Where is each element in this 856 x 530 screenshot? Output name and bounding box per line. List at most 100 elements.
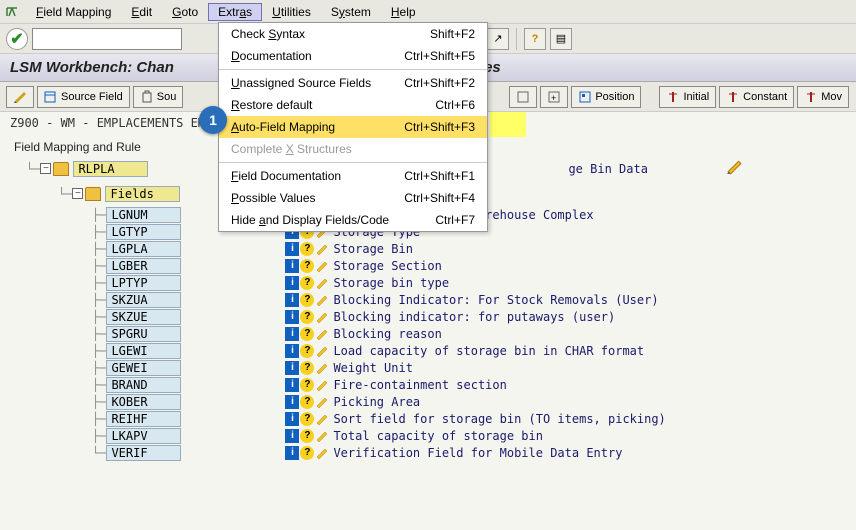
help-icon[interactable]: ? bbox=[300, 344, 314, 358]
info-icon[interactable]: i bbox=[285, 361, 299, 375]
pencil-icon[interactable] bbox=[315, 429, 329, 443]
btn-sou-trunc[interactable]: Sou bbox=[133, 86, 184, 108]
help-icon[interactable]: ? bbox=[300, 361, 314, 375]
field-name[interactable]: LGPLA bbox=[106, 241, 181, 257]
svg-text:+: + bbox=[551, 93, 556, 103]
pencil-icon[interactable] bbox=[315, 412, 329, 426]
btn-create[interactable] bbox=[509, 86, 537, 108]
help-icon[interactable]: ? bbox=[300, 395, 314, 409]
help-icon[interactable]: ? bbox=[300, 293, 314, 307]
menu-extras[interactable]: Extras bbox=[208, 3, 262, 21]
field-name[interactable]: SKZUE bbox=[106, 309, 181, 325]
dd-unassigned[interactable]: Unassigned Source FieldsCtrl+Shift+F2 bbox=[219, 72, 487, 94]
pencil-icon[interactable] bbox=[315, 446, 329, 460]
dd-auto-field-mapping[interactable]: Auto-Field MappingCtrl+Shift+F3 bbox=[219, 116, 487, 138]
pencil-icon[interactable] bbox=[315, 259, 329, 273]
tree-connector: ├─ bbox=[92, 259, 106, 273]
pencil-icon[interactable] bbox=[315, 276, 329, 290]
btn-insert[interactable]: + bbox=[540, 86, 568, 108]
menu-field-mapping[interactable]: FField Mappingield Mapping bbox=[26, 3, 121, 21]
btn-initial[interactable]: Initial bbox=[659, 86, 716, 108]
field-name[interactable]: SPGRU bbox=[106, 326, 181, 342]
btn-source-field[interactable]: Source Field bbox=[37, 86, 130, 108]
field-name[interactable]: REIHF bbox=[106, 411, 181, 427]
field-icons: i? bbox=[285, 429, 329, 443]
info-icon[interactable]: i bbox=[285, 412, 299, 426]
pencil-icon[interactable] bbox=[315, 344, 329, 358]
field-name[interactable]: LPTYP bbox=[106, 275, 181, 291]
edit-pencil-icon[interactable] bbox=[726, 159, 742, 178]
btn-constant[interactable]: Constant bbox=[719, 86, 794, 108]
info-icon[interactable]: i bbox=[285, 310, 299, 324]
help-icon[interactable]: ? bbox=[300, 378, 314, 392]
dd-check-syntax[interactable]: Check SyntaxShift+F2 bbox=[219, 23, 487, 45]
field-name[interactable]: LKAPV bbox=[106, 428, 181, 444]
menu-help[interactable]: Help bbox=[381, 3, 426, 21]
info-icon[interactable]: i bbox=[285, 242, 299, 256]
field-icons: i? bbox=[285, 242, 329, 256]
folder-icon bbox=[85, 187, 101, 201]
info-icon[interactable]: i bbox=[285, 327, 299, 341]
command-field[interactable] bbox=[32, 28, 182, 50]
dd-restore[interactable]: Restore defaultCtrl+F6 bbox=[219, 94, 487, 116]
tb-help[interactable]: ? bbox=[524, 28, 546, 50]
info-icon[interactable]: i bbox=[285, 446, 299, 460]
help-icon[interactable]: ? bbox=[300, 412, 314, 426]
enter-button[interactable]: ✔ bbox=[6, 28, 28, 50]
menu-edit[interactable]: Edit bbox=[121, 3, 162, 21]
menu-utilities[interactable]: Utilities bbox=[262, 3, 321, 21]
field-icons: i? bbox=[285, 361, 329, 375]
info-icon[interactable]: i bbox=[285, 276, 299, 290]
info-icon[interactable]: i bbox=[285, 378, 299, 392]
help-icon[interactable]: ? bbox=[300, 446, 314, 460]
collapse-struct[interactable]: − bbox=[40, 163, 51, 174]
field-name[interactable]: KOBER bbox=[106, 394, 181, 410]
dd-documentation[interactable]: DocumentationCtrl+Shift+F5 bbox=[219, 45, 487, 67]
help-icon[interactable]: ? bbox=[300, 310, 314, 324]
menu-system[interactable]: System bbox=[321, 3, 381, 21]
pencil-icon[interactable] bbox=[315, 327, 329, 341]
field-name[interactable]: LGBER bbox=[106, 258, 181, 274]
pencil-icon[interactable] bbox=[315, 395, 329, 409]
pencil-icon[interactable] bbox=[315, 242, 329, 256]
btn-mov[interactable]: Mov bbox=[797, 86, 849, 108]
menu-goto[interactable]: Goto bbox=[162, 3, 208, 21]
info-icon[interactable]: i bbox=[285, 429, 299, 443]
help-icon[interactable]: ? bbox=[300, 276, 314, 290]
dd-field-doc[interactable]: Field DocumentationCtrl+Shift+F1 bbox=[219, 165, 487, 187]
pencil-icon[interactable] bbox=[315, 310, 329, 324]
btn-position[interactable]: Position bbox=[571, 86, 641, 108]
tree-connector: ├─ bbox=[92, 276, 106, 290]
help-icon[interactable]: ? bbox=[300, 259, 314, 273]
field-name[interactable]: BRAND bbox=[106, 377, 181, 393]
info-icon[interactable]: i bbox=[285, 259, 299, 273]
field-desc: Sort field for storage bin (TO items, pi… bbox=[333, 412, 665, 426]
btn-source-field-label: Source Field bbox=[61, 91, 123, 103]
dd-possible-values[interactable]: Possible ValuesCtrl+Shift+F4 bbox=[219, 187, 487, 209]
fields-node[interactable]: Fields bbox=[105, 186, 180, 202]
field-name[interactable]: LGTYP bbox=[106, 224, 181, 240]
dd-hide-display[interactable]: Hide and Display Fields/CodeCtrl+F7 bbox=[219, 209, 487, 231]
btn-display-change[interactable] bbox=[6, 86, 34, 108]
help-icon[interactable]: ? bbox=[300, 327, 314, 341]
info-icon[interactable]: i bbox=[285, 293, 299, 307]
tree-connector: ├─ bbox=[92, 429, 106, 443]
field-name[interactable]: GEWEI bbox=[106, 360, 181, 376]
help-icon[interactable]: ? bbox=[300, 242, 314, 256]
field-name[interactable]: LGEWI bbox=[106, 343, 181, 359]
info-icon[interactable]: i bbox=[285, 395, 299, 409]
field-name[interactable]: VERIF bbox=[106, 445, 181, 461]
field-name[interactable]: LGNUM bbox=[106, 207, 181, 223]
pencil-icon[interactable] bbox=[315, 378, 329, 392]
extras-dropdown: Check SyntaxShift+F2 DocumentationCtrl+S… bbox=[218, 22, 488, 232]
help-icon[interactable]: ? bbox=[300, 429, 314, 443]
btn-sou-label: Sou bbox=[157, 91, 177, 103]
tb-expand[interactable]: ↗ bbox=[487, 28, 509, 50]
info-icon[interactable]: i bbox=[285, 344, 299, 358]
struct-name[interactable]: RLPLA bbox=[73, 161, 148, 177]
pencil-icon[interactable] bbox=[315, 361, 329, 375]
tb-settings[interactable]: ▤ bbox=[550, 28, 572, 50]
collapse-fields[interactable]: − bbox=[72, 188, 83, 199]
pencil-icon[interactable] bbox=[315, 293, 329, 307]
field-name[interactable]: SKZUA bbox=[106, 292, 181, 308]
